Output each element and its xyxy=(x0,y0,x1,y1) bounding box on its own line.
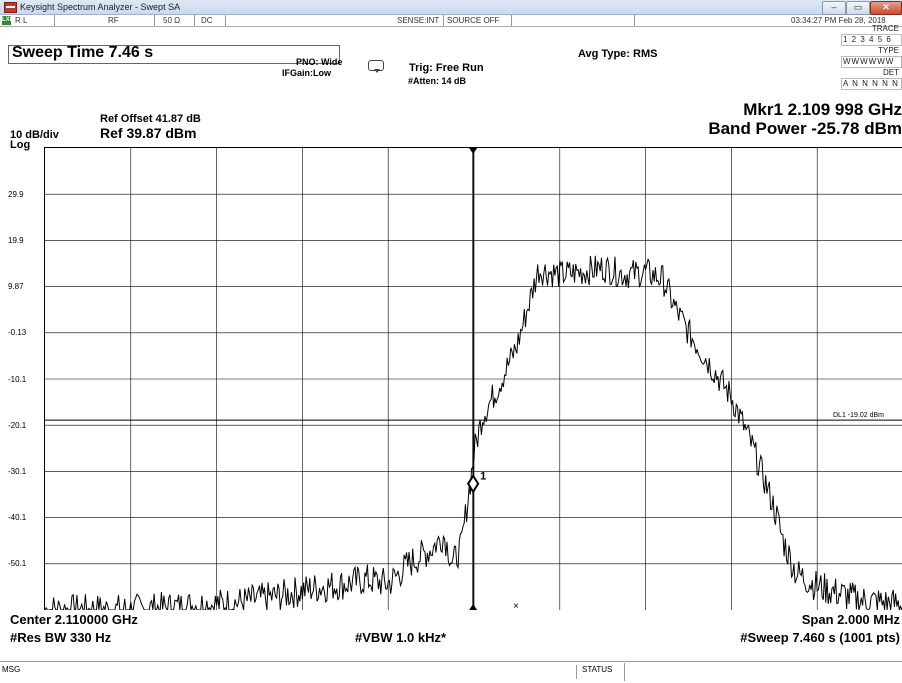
msg-label: MSG xyxy=(2,665,21,674)
y-tick-label: 9.87 xyxy=(8,282,24,291)
y-tick-label: -20.1 xyxy=(8,421,27,430)
res-bw-label[interactable]: #Res BW 330 Hz xyxy=(10,630,112,645)
center-tick-mark: × xyxy=(513,601,519,610)
span-label[interactable]: Span 2.000 MHz xyxy=(801,612,900,627)
y-tick-label: -10.1 xyxy=(8,375,27,384)
app-icon xyxy=(4,2,17,13)
mode-cell: LXI R L xyxy=(0,15,55,26)
trace-key: TRACE xyxy=(871,24,899,33)
y-tick-label: -30.1 xyxy=(8,467,27,476)
marker-bottom-triangle xyxy=(469,604,478,610)
ifgain-label: IFGain:Low xyxy=(282,68,331,78)
sweep-time-box[interactable]: Sweep Time 7.46 s xyxy=(8,44,340,64)
y-tick-label: 29.9 xyxy=(8,190,24,199)
close-button[interactable]: ✕ xyxy=(870,1,902,15)
graticule xyxy=(45,148,902,610)
det-value: A N N N N N xyxy=(841,78,902,90)
display-line-label: DL1 -19.02 dBm xyxy=(833,412,884,419)
sense-label: SENSE:INT xyxy=(394,15,444,26)
mode-label: R L xyxy=(15,16,28,25)
source-label: SOURCE OFF xyxy=(444,15,512,26)
pno-label: PNO: Wide xyxy=(296,57,343,67)
marker-number: 1 xyxy=(480,471,486,483)
spectrum-plot[interactable]: DL1 -19.02 dBm 1 × xyxy=(44,147,902,610)
coupling-label: DC xyxy=(198,15,226,26)
log-label: Log xyxy=(10,139,31,151)
message-box xyxy=(6,665,577,679)
window-title: Keysight Spectrum Analyzer - Swept SA xyxy=(20,2,181,12)
sweep-points-label[interactable]: #Sweep 7.460 s (1001 pts) xyxy=(740,630,900,645)
type-key: TYPE xyxy=(878,46,899,55)
y-tick-label: -50.1 xyxy=(8,559,27,568)
minimize-button[interactable]: – xyxy=(822,1,846,15)
impedance-label: 50 Ω xyxy=(160,15,195,26)
center-frequency-label[interactable]: Center 2.110000 GHz xyxy=(10,612,138,627)
ref-offset-label: Ref Offset 41.87 dB xyxy=(100,113,201,125)
input-label: RF xyxy=(105,15,155,26)
maximize-button[interactable]: ▭ xyxy=(846,1,870,15)
y-tick-label: 19.9 xyxy=(8,236,24,245)
avg-type-label: Avg Type: RMS xyxy=(578,48,658,60)
trace-table: TRACE1 2 3 4 5 6 TYPEWWWWWW DETA N N N N… xyxy=(807,24,902,90)
y-tick-label: -0.13 xyxy=(8,328,27,337)
trace-value: 1 2 3 4 5 6 xyxy=(841,34,902,46)
status-spacer xyxy=(580,15,635,26)
status-label: STATUS xyxy=(582,665,613,674)
det-key: DET xyxy=(883,68,899,77)
instrument-status-strip: LXI R L RF 50 Ω DC SENSE:INT SOURCE OFF … xyxy=(0,15,902,27)
status-box xyxy=(624,663,901,681)
window-title-bar: Keysight Spectrum Analyzer - Swept SA – … xyxy=(0,0,902,15)
vbw-label[interactable]: #VBW 1.0 kHz* xyxy=(355,630,447,645)
scale-label: 10 dB/div xyxy=(10,129,59,141)
attenuation-label: #Atten: 14 dB xyxy=(408,76,467,86)
y-tick-label: -40.1 xyxy=(8,513,27,522)
type-value: WWWWWW xyxy=(841,56,902,68)
trigger-icon xyxy=(368,60,384,73)
trace-1 xyxy=(45,255,902,610)
lxi-icon: LXI xyxy=(2,16,12,25)
marker-diamond[interactable] xyxy=(466,473,480,494)
marker-top-triangle xyxy=(469,148,478,154)
message-bar: MSG STATUS xyxy=(0,661,902,683)
band-power-readout: Band Power -25.78 dBm xyxy=(708,119,902,138)
ref-level-label: Ref 39.87 dBm xyxy=(100,125,197,141)
sweep-time-label: Sweep Time 7.46 s xyxy=(12,44,154,61)
datetime-label: 03:34:27 PM Feb 28, 2018 xyxy=(791,16,886,25)
trigger-label: Trig: Free Run xyxy=(409,62,484,74)
marker-frequency-readout: Mkr1 2.109 998 GHz xyxy=(743,100,902,119)
